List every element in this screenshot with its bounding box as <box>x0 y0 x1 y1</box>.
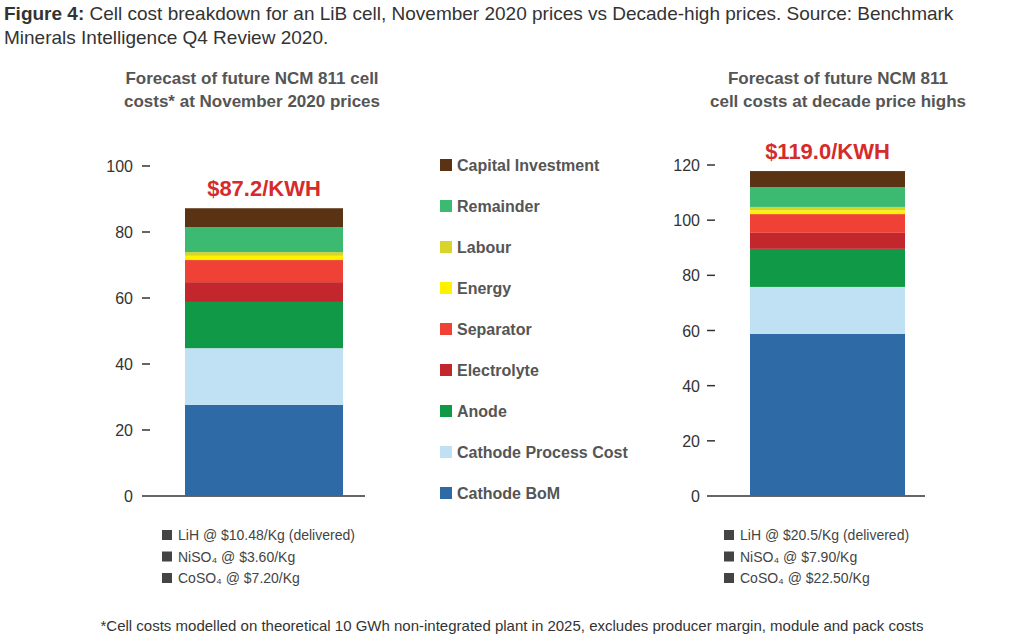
y-tick-label: 80 <box>682 267 700 284</box>
y-tick <box>707 275 715 277</box>
bar-segment <box>750 171 905 187</box>
legend-label: Capital Investment <box>457 157 600 174</box>
caption-text: Cell cost breakdown for an LiB cell, Nov… <box>4 3 953 48</box>
legend-swatch <box>440 364 452 376</box>
y-tick <box>707 440 715 442</box>
chart-title: Forecast of future NCM 811 cell costs at … <box>710 69 966 111</box>
y-tick <box>142 231 150 233</box>
bar-segment <box>750 334 905 496</box>
caption-label: Figure 4: <box>4 3 84 24</box>
total-label: $87.2/KWH <box>207 176 321 201</box>
legend-label: Electrolyte <box>457 362 539 379</box>
bar-segment <box>185 282 343 302</box>
bar-segment <box>185 227 343 252</box>
bar-segment <box>185 260 343 282</box>
y-tick-label: 0 <box>691 488 700 505</box>
legend-label: Cathode BoM <box>457 485 560 502</box>
chart: Forecast of future NCM 811 cell costs at … <box>673 69 966 586</box>
figure-caption: Figure 4: Cell cost breakdown for an LiB… <box>4 2 1014 50</box>
y-tick-label: 100 <box>673 212 700 229</box>
y-tick-label: 40 <box>682 378 700 395</box>
bar-segment <box>750 233 905 249</box>
legend-label: Remainder <box>457 198 540 215</box>
y-tick <box>707 330 715 332</box>
note: LiH @ $10.48/Kg (delivered) <box>178 527 355 543</box>
y-tick-label: 20 <box>682 433 700 450</box>
y-tick-label: 120 <box>673 157 700 174</box>
y-tick <box>142 297 150 299</box>
legend-swatch <box>440 200 452 212</box>
bar-segment <box>750 210 905 214</box>
bar-segment <box>750 214 905 233</box>
note: NiSO₄ @ $3.60/Kg <box>178 549 295 565</box>
legend-swatch <box>440 159 452 171</box>
legend-swatch <box>440 446 452 458</box>
title-line: costs* at November 2020 prices <box>124 92 380 111</box>
y-tick-label: 100 <box>106 158 133 175</box>
y-tick-label: 60 <box>115 290 133 307</box>
legend-swatch <box>440 487 452 499</box>
title-line: Forecast of future NCM 811 cell <box>125 69 378 88</box>
note-bullet <box>162 530 172 540</box>
legend-label: Energy <box>457 280 511 297</box>
note-bullet <box>162 552 172 562</box>
bars <box>185 208 343 496</box>
y-tick <box>707 385 715 387</box>
note-bullet <box>724 552 734 562</box>
y-tick-label: 60 <box>682 323 700 340</box>
legend-label: Cathode Process Cost <box>457 444 628 461</box>
note-bullet <box>724 573 734 583</box>
note: CoSO₄ @ $7.20/Kg <box>178 570 300 586</box>
legend-swatch <box>440 405 452 417</box>
legend-swatch <box>440 323 452 335</box>
bars <box>750 171 905 496</box>
bar-segment <box>185 348 343 405</box>
bar-segment <box>750 287 905 334</box>
y-tick <box>707 164 715 166</box>
y-tick-label: 20 <box>115 422 133 439</box>
y-tick-label: 80 <box>115 224 133 241</box>
legend-label: Separator <box>457 321 532 338</box>
chart-title: Forecast of future NCM 811 cell costs* at… <box>124 69 380 111</box>
note: LiH @ $20.5/Kg (delivered) <box>740 527 909 543</box>
figure: Forecast of future NCM 811 cell costs* at… <box>0 0 1024 641</box>
bar-segment <box>185 302 343 348</box>
y-tick <box>142 495 150 497</box>
y-tick-label: 40 <box>115 356 133 373</box>
y-tick-label: 0 <box>124 488 133 505</box>
footnote: *Cell costs modelled on theoretical 10 G… <box>101 617 924 634</box>
bar-segment <box>750 249 905 287</box>
y-tick <box>142 429 150 431</box>
note: CoSO₄ @ $22.50/Kg <box>740 570 870 586</box>
bar-segment <box>185 208 343 227</box>
legend-label: Labour <box>457 239 511 256</box>
note-bullet <box>724 530 734 540</box>
y-tick <box>142 363 150 365</box>
legend: Cathode BoM Cathode Process Cost Anode Elec… <box>440 157 628 502</box>
bar-segment <box>750 207 905 210</box>
y-tick <box>142 165 150 167</box>
title-line: cell costs at decade price highs <box>710 92 966 111</box>
legend-label: Anode <box>457 403 507 420</box>
bar-segment <box>185 405 343 496</box>
total-label: $119.0/KWH <box>765 139 890 164</box>
title-line: Forecast of future NCM 811 <box>728 69 948 88</box>
note: NiSO₄ @ $7.90/Kg <box>740 549 857 565</box>
bar-segment <box>750 187 905 207</box>
bar-segment <box>185 256 343 260</box>
legend-swatch <box>440 282 452 294</box>
y-tick <box>707 219 715 221</box>
legend-swatch <box>440 241 452 253</box>
chart: Forecast of future NCM 811 cell costs* at… <box>106 69 628 586</box>
y-tick <box>707 495 715 497</box>
note-bullet <box>162 573 172 583</box>
bar-segment <box>185 252 343 256</box>
